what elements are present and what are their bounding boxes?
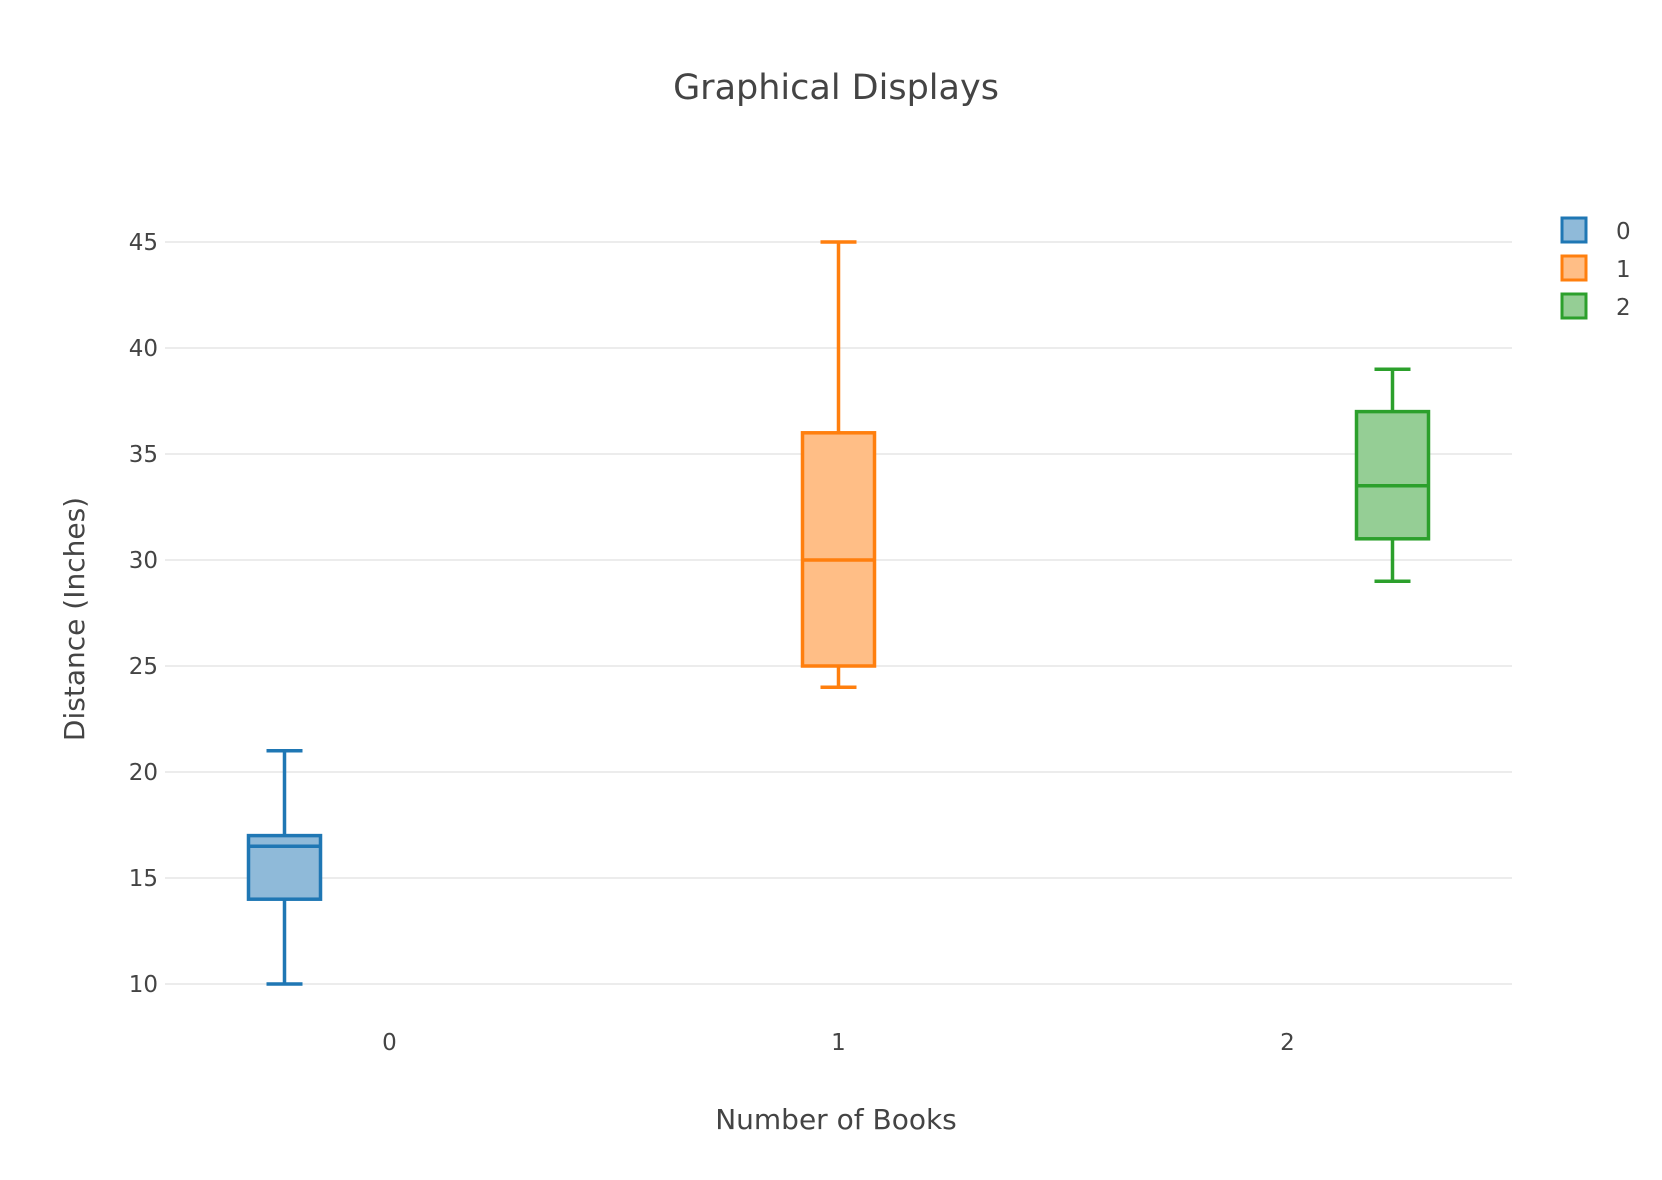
legend[interactable]: 0 1 2 (1560, 216, 1631, 321)
x-axis-ticks: 0 1 2 (382, 1030, 1295, 1056)
x-tick-label-0: 0 (382, 1030, 397, 1056)
legend-label-0: 0 (1616, 219, 1631, 245)
y-tick-label-40: 40 (129, 336, 158, 362)
iqr-box-1 (800, 431, 877, 668)
y-tick-label-20: 20 (129, 760, 158, 786)
legend-item-1[interactable]: 1 (1560, 254, 1631, 283)
box-traces (246, 240, 1431, 986)
legend-swatch-0 (1560, 216, 1588, 244)
y-tick-label-45: 45 (129, 230, 158, 256)
legend-item-0[interactable]: 0 (1560, 216, 1631, 245)
legend-item-2[interactable]: 2 (1560, 292, 1631, 321)
chart-title: Graphical Displays (673, 68, 999, 108)
legend-swatch-1 (1560, 254, 1588, 282)
legend-label-2: 2 (1616, 295, 1631, 321)
y-tick-label-30: 30 (129, 548, 158, 574)
y-tick-label-25: 25 (129, 654, 158, 680)
y-tick-label-15: 15 (129, 866, 158, 892)
x-tick-label-1: 1 (831, 1030, 846, 1056)
x-axis-title: Number of Books (715, 1103, 957, 1136)
box-trace-0[interactable] (246, 749, 323, 986)
y-tick-label-35: 35 (129, 442, 158, 468)
legend-label-1: 1 (1616, 257, 1631, 283)
legend-swatch-2 (1560, 292, 1588, 320)
y-axis-title: Distance (Inches) (58, 497, 91, 741)
iqr-box-2 (1354, 409, 1431, 541)
box-trace-2[interactable] (1354, 367, 1431, 583)
x-tick-label-2: 2 (1280, 1030, 1295, 1056)
y-tick-label-10: 10 (129, 972, 158, 998)
box-trace-1[interactable] (800, 240, 877, 689)
y-axis-ticks: 10 15 20 25 30 35 40 45 (129, 230, 158, 998)
